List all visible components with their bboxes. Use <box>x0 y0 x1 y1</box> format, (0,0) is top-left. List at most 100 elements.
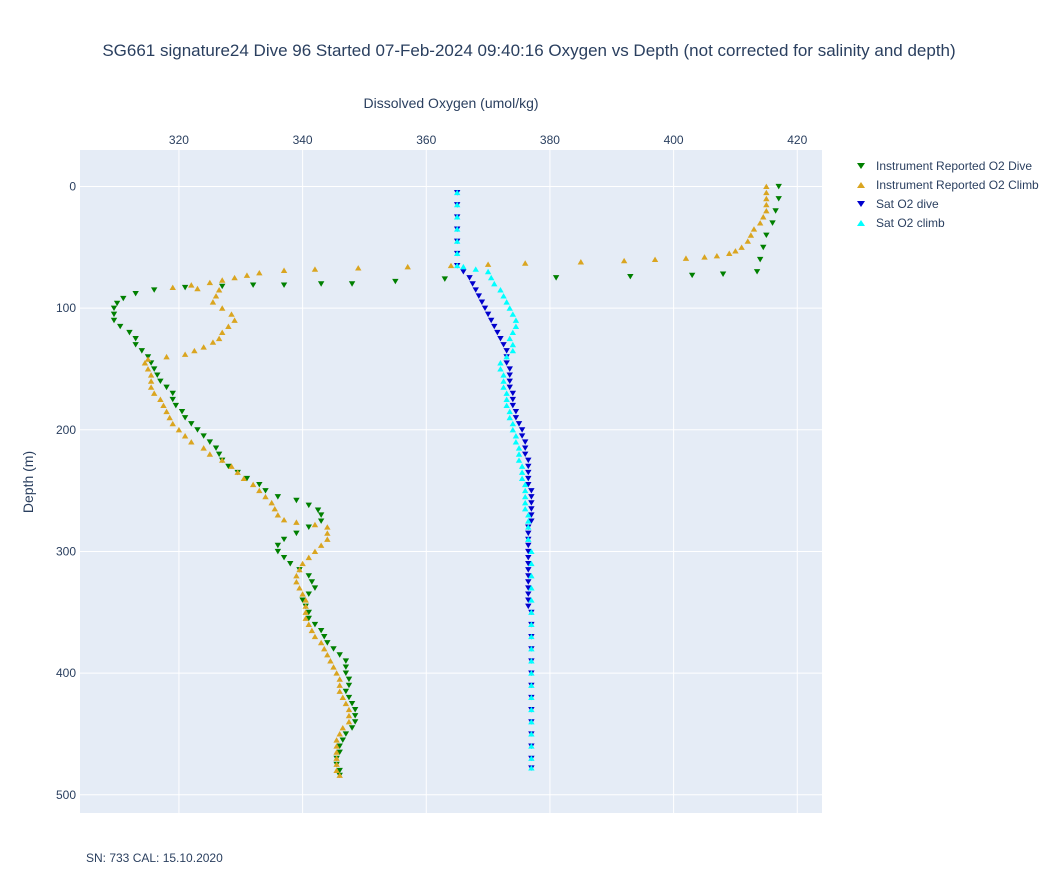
data-point <box>305 621 312 628</box>
data-point <box>314 507 322 513</box>
data-point <box>522 505 529 512</box>
data-point <box>280 267 288 273</box>
data-point <box>719 271 727 277</box>
data-point <box>453 262 461 269</box>
data-point <box>348 725 356 731</box>
series-2 <box>453 190 535 771</box>
y-axis-label: Depth (m) <box>20 450 36 514</box>
data-point <box>497 335 504 342</box>
data-point <box>512 323 520 329</box>
data-point <box>515 457 523 463</box>
data-point <box>525 561 532 567</box>
data-point <box>512 415 520 421</box>
data-point <box>713 252 721 259</box>
data-point <box>522 499 529 506</box>
x-tick-label: 320 <box>169 133 189 147</box>
data-point <box>525 469 532 476</box>
data-point <box>219 457 226 463</box>
data-point <box>324 536 331 542</box>
data-point <box>324 640 331 646</box>
data-point <box>506 335 513 342</box>
data-point <box>305 591 312 597</box>
data-point <box>172 402 180 409</box>
data-point <box>515 445 523 451</box>
data-point <box>333 761 340 767</box>
data-point <box>330 646 337 652</box>
data-point <box>348 700 356 707</box>
data-point <box>491 280 498 287</box>
data-point <box>525 530 532 537</box>
data-point <box>528 518 535 524</box>
data-point <box>132 290 139 297</box>
data-point <box>512 433 520 439</box>
data-point <box>317 627 325 634</box>
data-point <box>345 706 353 713</box>
legend-item-sat-dive[interactable]: Sat O2 dive <box>846 194 1039 213</box>
data-point <box>528 572 535 579</box>
data-point <box>126 329 133 336</box>
data-point <box>506 372 513 378</box>
data-point <box>525 597 532 603</box>
data-point <box>181 433 189 439</box>
data-point <box>503 390 510 396</box>
data-point <box>342 700 350 707</box>
data-point <box>528 500 535 506</box>
data-point <box>305 502 312 509</box>
data-point <box>333 737 340 743</box>
data-point <box>460 269 467 275</box>
data-point <box>509 426 517 433</box>
data-point <box>225 323 232 329</box>
data-point <box>311 266 319 272</box>
data-point <box>311 548 319 555</box>
data-point <box>487 274 495 281</box>
y-tick-label: 0 <box>69 179 76 193</box>
data-point <box>753 269 761 275</box>
data-point <box>228 463 235 469</box>
data-point <box>756 256 764 263</box>
data-point <box>522 493 529 500</box>
data-point <box>256 269 263 276</box>
data-point <box>151 287 158 293</box>
data-point <box>132 342 139 348</box>
data-point <box>141 360 149 366</box>
data-point <box>305 573 312 579</box>
data-point <box>308 627 316 634</box>
data-point <box>342 688 350 695</box>
y-tick-label: 400 <box>56 666 76 680</box>
data-point <box>525 518 532 524</box>
y-tick-label: 300 <box>56 544 76 558</box>
data-point <box>345 682 353 689</box>
data-point <box>453 250 461 256</box>
data-point <box>256 481 263 488</box>
data-point <box>525 524 532 530</box>
data-point <box>518 469 526 475</box>
data-point <box>215 335 223 342</box>
data-point <box>525 463 532 470</box>
series-3 <box>453 189 535 771</box>
data-point <box>528 658 535 664</box>
data-point <box>181 415 189 421</box>
data-point <box>487 317 495 324</box>
triangle-up-icon <box>846 180 876 190</box>
data-point <box>512 317 520 323</box>
data-point <box>169 284 176 291</box>
data-point <box>497 360 504 366</box>
legend-label: Sat O2 dive <box>876 196 939 211</box>
data-point <box>215 287 223 293</box>
data-point <box>763 207 770 214</box>
legend-item-instrument-dive[interactable]: Instrument Reported O2 Dive <box>846 156 1039 175</box>
y-axis-ticks: 0 100 200 300 400 500 <box>56 179 76 801</box>
data-point <box>169 390 176 397</box>
legend-item-sat-climb[interactable]: Sat O2 climb <box>846 213 1039 232</box>
data-point <box>336 749 343 756</box>
data-point <box>528 743 535 749</box>
data-point <box>503 396 510 402</box>
data-point <box>175 426 183 433</box>
data-point <box>293 519 300 525</box>
data-point <box>515 421 523 427</box>
data-point <box>515 451 523 457</box>
legend-item-instrument-climb[interactable]: Instrument Reported O2 Climb <box>846 175 1039 194</box>
data-point <box>324 530 331 536</box>
data-point <box>528 512 535 518</box>
data-point <box>299 560 306 567</box>
